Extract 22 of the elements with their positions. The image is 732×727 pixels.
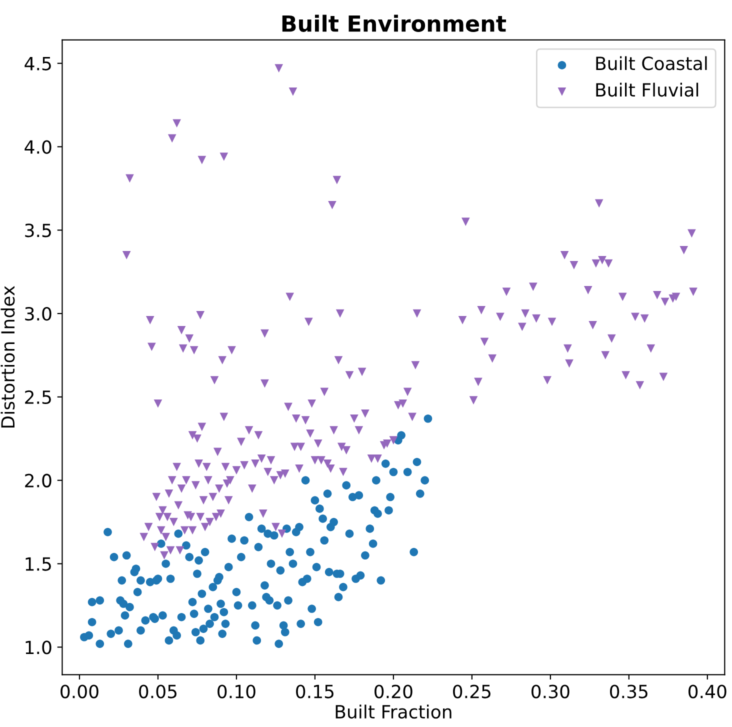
y-tick-label: 4.0 — [24, 140, 52, 154]
x-tick-label: 0.15 — [296, 684, 334, 698]
y-tick-label: 4.5 — [24, 57, 51, 70]
legend-label: Built Coastal — [596, 56, 707, 70]
x-tick-label: 0.00 — [60, 684, 98, 698]
x-tick-label: 0.30 — [532, 684, 570, 698]
y-axis-title: Distortion Index — [0, 286, 15, 428]
x-tick-label: 0.35 — [610, 684, 648, 698]
y-tick-label: 1.5 — [26, 557, 51, 571]
y-tick-label: 2.5 — [25, 390, 51, 404]
x-tick-label: 0.25 — [453, 684, 490, 698]
x-tick-label: 0.10 — [218, 684, 256, 698]
y-tick-label: 2.0 — [25, 474, 52, 488]
legend-label: Built Fluvial — [596, 82, 698, 97]
y-tick-label: 1.0 — [26, 640, 52, 654]
chart-title: Built Environment — [282, 14, 506, 32]
y-tick-label: 3.0 — [25, 306, 52, 321]
x-tick-label: 0.40 — [688, 684, 726, 698]
x-tick-label: 0.20 — [374, 684, 412, 698]
x-axis-title: Built Fraction — [336, 704, 452, 719]
y-tick-label: 3.5 — [25, 224, 51, 238]
x-tick-label: 0.05 — [139, 684, 177, 698]
